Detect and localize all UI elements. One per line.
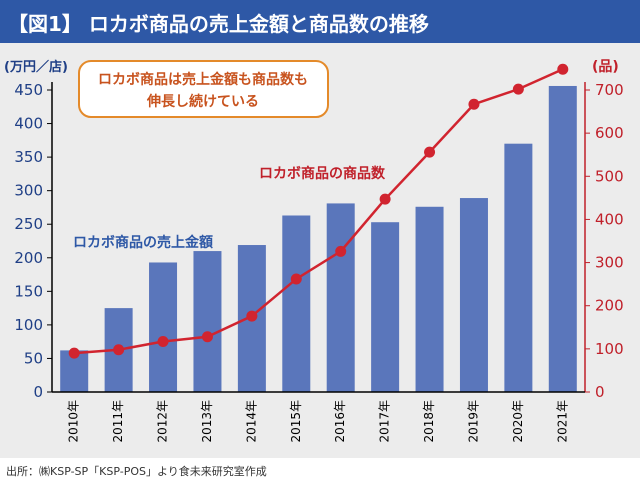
- line-point-1: [113, 344, 125, 356]
- bar-2: [149, 262, 178, 392]
- left-tick-label-8: 400: [14, 115, 43, 133]
- x-tick-label-10: 2020年: [511, 400, 525, 443]
- combo-chart: 0 50 100 150 200 250 300 350 400 450 0 100 200 300 400…: [4, 59, 624, 443]
- left-tick-label-7: 350: [14, 148, 43, 166]
- x-tick-label-8: 2018年: [422, 400, 436, 443]
- right-tick-label-1: 100: [595, 340, 624, 358]
- bar-7: [371, 222, 400, 392]
- line-point-10: [512, 83, 524, 95]
- callout-line-0: ロカボ商品は売上金額も商品数も: [98, 71, 308, 88]
- line-point-5: [290, 273, 302, 285]
- left-tick-label-2: 100: [14, 316, 43, 334]
- left-tick-label-0: 0: [33, 383, 43, 401]
- x-tick-label-5: 2015年: [289, 400, 303, 443]
- left-tick-label-9: 450: [14, 81, 43, 99]
- x-tick-label-7: 2017年: [378, 400, 392, 443]
- bar-8: [415, 206, 444, 392]
- left-tick-label-1: 50: [24, 349, 43, 367]
- line-point-11: [557, 63, 569, 75]
- x-tick-label-2: 2012年: [156, 400, 170, 443]
- bar-5: [282, 215, 311, 392]
- x-tick-label-0: 2010年: [67, 400, 81, 443]
- right-tick-label-6: 600: [595, 124, 624, 142]
- right-axis-unit: (品): [592, 59, 619, 75]
- callout-box: [78, 60, 329, 118]
- right-tick-label-2: 200: [595, 297, 624, 315]
- right-tick-label-5: 500: [595, 167, 624, 185]
- line-point-7: [379, 193, 391, 205]
- series-label-sales: ロカボ商品の売上金額: [73, 234, 213, 251]
- line-point-2: [157, 336, 169, 348]
- footer: 出所：㈱KSP-SP「KSP-POS」より食未来研究室作成: [0, 458, 640, 483]
- right-tick-label-3: 300: [595, 254, 624, 272]
- bar-11: [548, 85, 577, 392]
- line-point-6: [335, 245, 347, 257]
- right-tick-label-4: 400: [595, 210, 624, 228]
- x-tick-label-9: 2019年: [466, 400, 480, 443]
- line-series-count: [74, 68, 564, 355]
- left-tick-label-4: 200: [14, 249, 43, 267]
- line-point-0: [68, 347, 80, 359]
- right-tick-label-7: 700: [595, 81, 624, 99]
- right-tick-label-0: 0: [595, 383, 605, 401]
- series-label-count: ロカボ商品の商品数: [259, 165, 386, 182]
- bar-3: [193, 251, 222, 392]
- line-point-4: [246, 310, 258, 322]
- title-bar: 【図1】 ロカボ商品の売上金額と商品数の推移: [0, 0, 640, 43]
- x-tick-label-11: 2021年: [555, 400, 569, 443]
- x-tick-label-4: 2014年: [244, 400, 258, 443]
- left-axis-unit: (万円／店): [4, 59, 68, 75]
- line-point-8: [424, 146, 436, 158]
- line-point-3: [201, 331, 213, 343]
- bar-10: [504, 143, 533, 392]
- left-tick-label-3: 150: [14, 282, 43, 300]
- x-tick-label-3: 2013年: [200, 400, 214, 443]
- left-tick-label-6: 300: [14, 182, 43, 200]
- bar-6: [326, 203, 355, 392]
- x-tick-label-1: 2011年: [111, 400, 125, 443]
- left-tick-label-5: 250: [14, 215, 43, 233]
- bar-9: [459, 198, 488, 392]
- line-point-9: [468, 98, 480, 110]
- source-note: 出所：㈱KSP-SP「KSP-POS」より食未来研究室作成: [6, 465, 267, 478]
- callout-line-1: 伸長し続けている: [146, 93, 259, 110]
- x-tick-label-6: 2016年: [333, 400, 347, 443]
- chart-title: 【図1】 ロカボ商品の売上金額と商品数の推移: [8, 12, 429, 36]
